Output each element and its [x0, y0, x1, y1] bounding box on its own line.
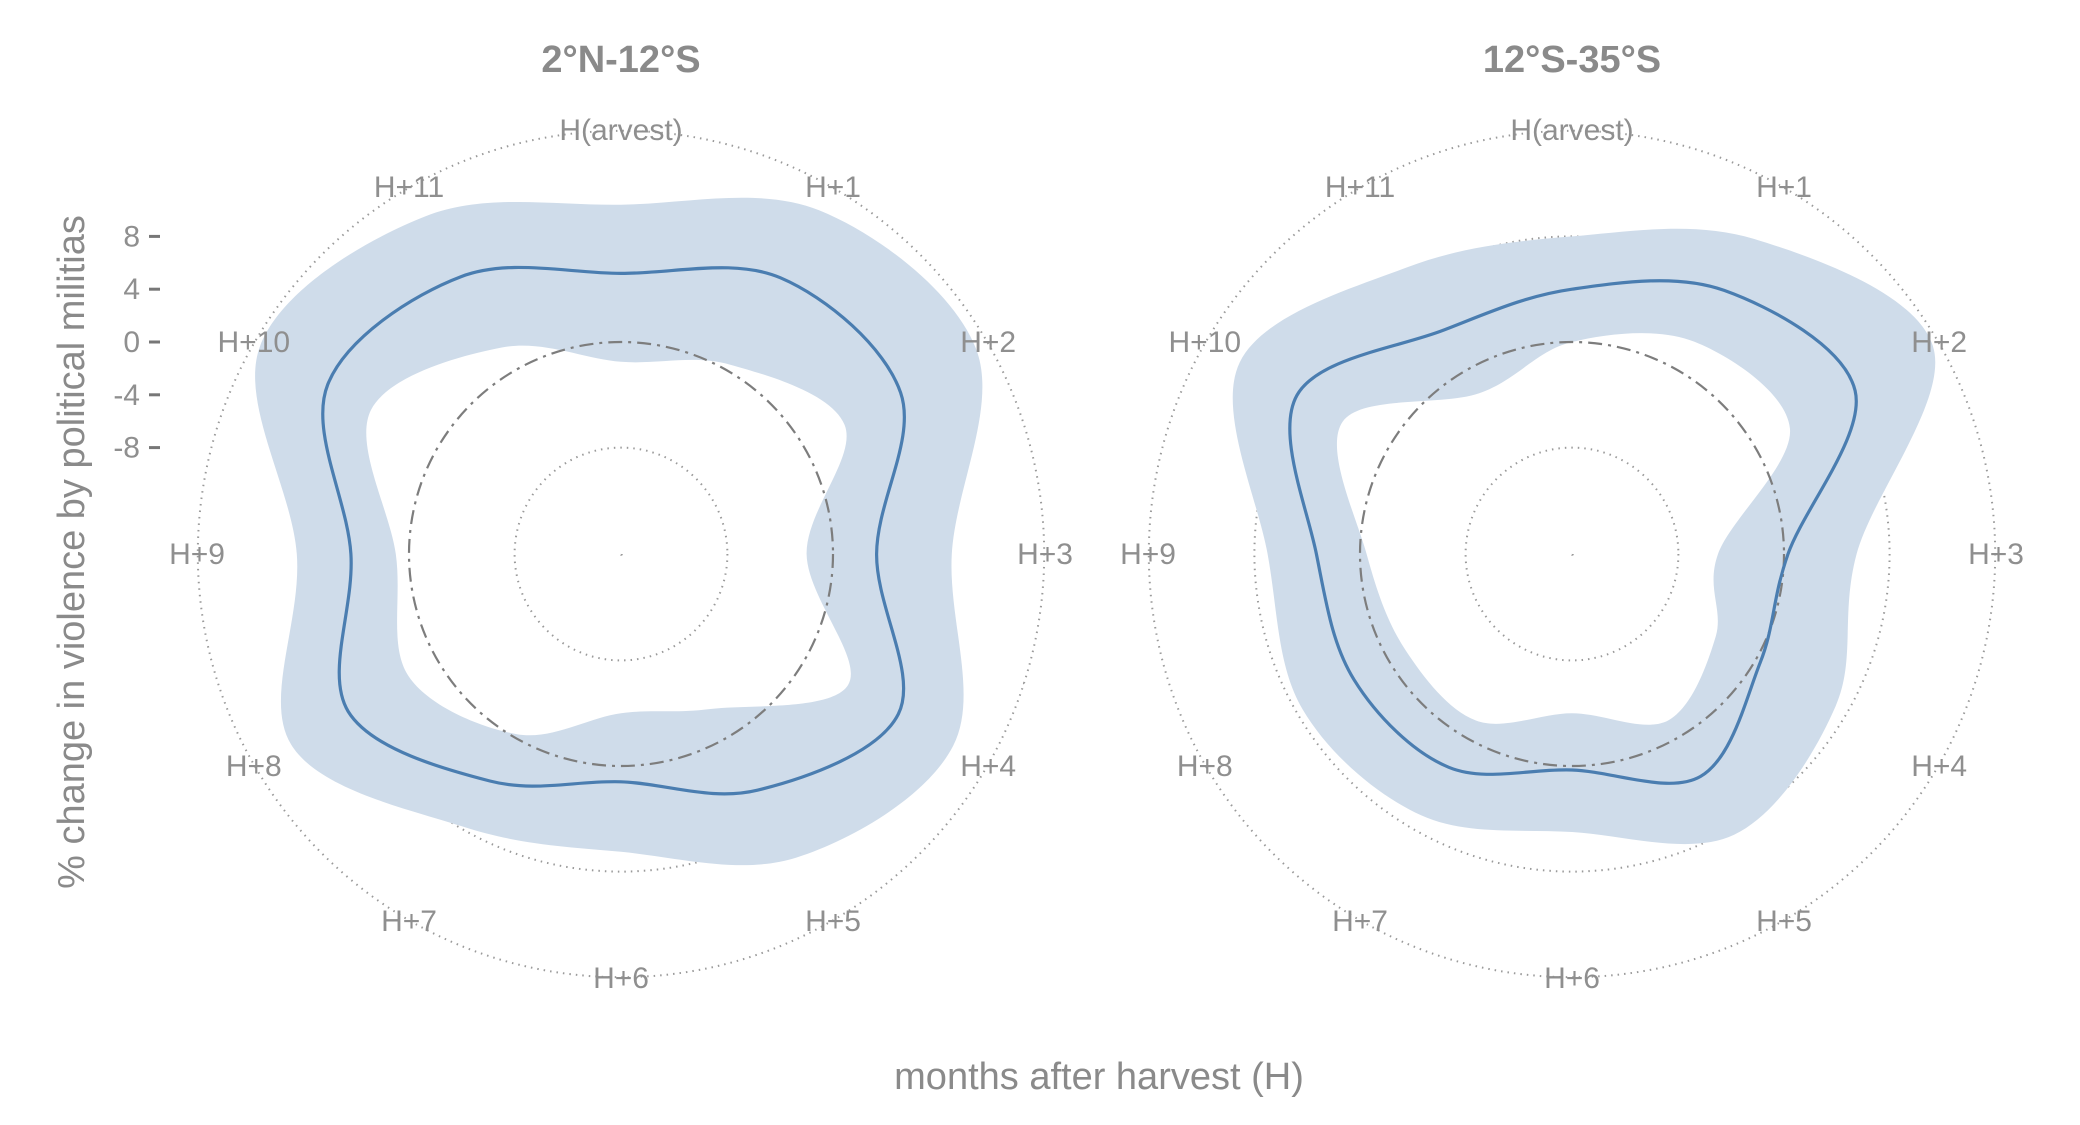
polar-panel-2: 12°S-35°S H(arvest) H+1 H+2 H+3 H+4 H+5 H+6 H+7 H…	[1120, 39, 2024, 995]
month-label: H+7	[381, 905, 437, 938]
zero-reference-ring	[1358, 340, 1786, 768]
month-label: H+3	[1968, 538, 2024, 571]
grid-ring	[1464, 446, 1680, 662]
mean-line	[321, 265, 906, 796]
grid-ring	[513, 446, 729, 662]
month-label: H+6	[593, 962, 649, 995]
month-label: H+1	[805, 171, 861, 204]
y-tick-label: -4	[113, 379, 140, 412]
month-label: H+1	[1756, 171, 1812, 204]
y-axis-title: % change in violence by political militi…	[51, 215, 93, 889]
month-label: H+9	[1120, 538, 1176, 571]
month-label: H+11	[1325, 171, 1395, 204]
month-label: H(arvest)	[559, 114, 682, 147]
confidence-band	[255, 197, 983, 866]
y-tick-label: -8	[113, 432, 140, 465]
month-label: H+9	[169, 538, 225, 571]
confidence-band	[1232, 228, 1936, 845]
polar-panel-1: 2°N-12°S H(arvest) H+1 H+2 H+3 H+4 H+5 H+6 H+7 H+…	[113, 39, 1073, 995]
zero-reference-ring	[407, 340, 835, 768]
grid-ring	[619, 552, 623, 556]
polar-panels: 2°N-12°S H(arvest) H+1 H+2 H+3 H+4 H+5 H+6 H+7 H+…	[113, 39, 2024, 995]
month-label: H+8	[1177, 750, 1233, 783]
panel-title: 12°S-35°S	[1483, 39, 1661, 81]
y-tick-label: 0	[123, 326, 140, 359]
month-label: H+3	[1017, 538, 1073, 571]
month-label: H+4	[960, 750, 1016, 783]
month-label: H+10	[218, 326, 291, 359]
month-label: H+7	[1332, 905, 1388, 938]
grid-ring	[196, 129, 1046, 979]
month-label: H+6	[1544, 962, 1600, 995]
x-axis-title: months after harvest (H)	[894, 1056, 1304, 1098]
month-label: H+2	[1911, 326, 1967, 359]
month-label: H+8	[226, 750, 282, 783]
month-label: H+4	[1911, 750, 1967, 783]
month-label: H+11	[374, 171, 444, 204]
month-label: H+5	[1756, 905, 1812, 938]
panel-title: 2°N-12°S	[541, 39, 700, 81]
month-label: H+2	[960, 326, 1016, 359]
mean-line	[1288, 279, 1858, 785]
month-label: H+10	[1169, 326, 1242, 359]
y-tick-label: 4	[123, 273, 140, 306]
month-label: H(arvest)	[1510, 114, 1633, 147]
grid-ring	[1570, 552, 1574, 556]
y-tick-label: 8	[123, 220, 140, 253]
month-label: H+5	[805, 905, 861, 938]
